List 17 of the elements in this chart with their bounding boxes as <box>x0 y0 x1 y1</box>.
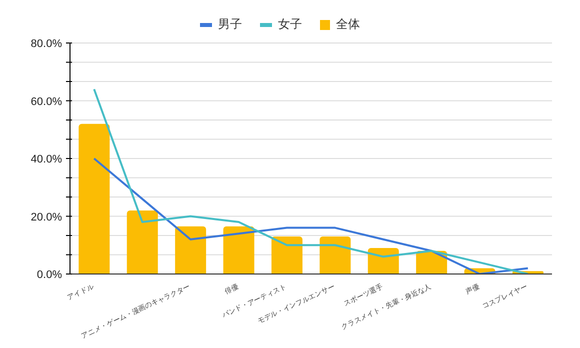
line-series <box>93 158 529 274</box>
bar <box>223 226 254 274</box>
y-tick-label: 0.0% <box>36 269 62 281</box>
legend-label: 全体 <box>335 16 360 33</box>
legend-label: 男子 <box>217 16 242 33</box>
bar <box>368 248 399 274</box>
y-tick-label: 60.0% <box>30 96 62 108</box>
bar <box>126 210 158 274</box>
bar <box>175 226 206 274</box>
y-tick-label: 80.0% <box>30 38 62 50</box>
bar <box>78 124 110 274</box>
legend-label: 女子 <box>277 16 302 33</box>
bar <box>271 236 302 274</box>
y-tick-label: 20.0% <box>30 211 62 224</box>
line-series <box>93 88 529 274</box>
bar <box>320 236 351 274</box>
y-tick-label: 40.0% <box>30 154 62 166</box>
